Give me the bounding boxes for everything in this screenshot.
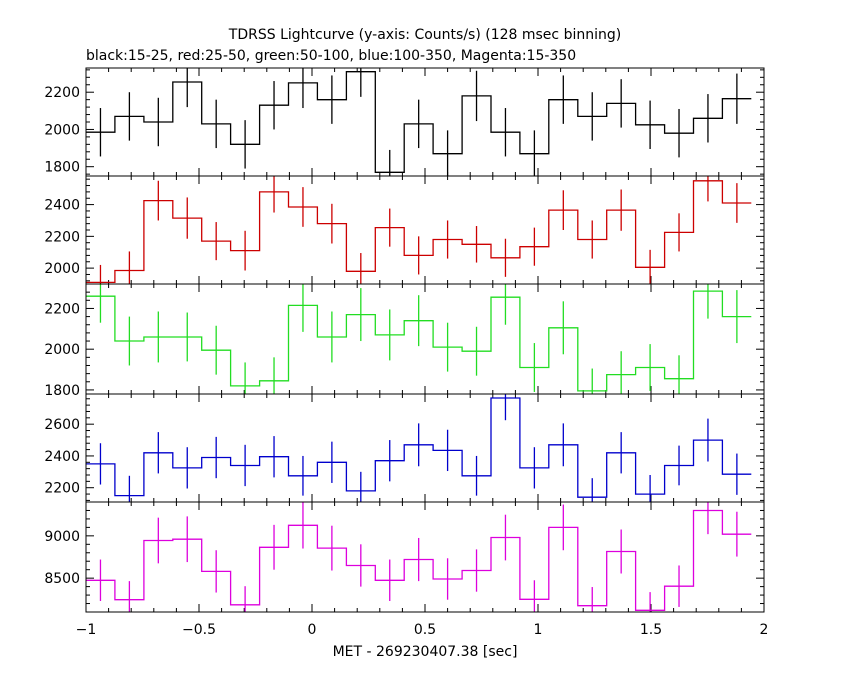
y-tick-label: 2000 xyxy=(44,342,80,358)
panel-2: 2000 2200 2400 xyxy=(44,175,765,285)
series-1-data xyxy=(86,68,752,176)
x-tick-label: 1 xyxy=(534,622,543,638)
y-tick-label: 2200 xyxy=(44,481,80,497)
y-tick-label: 9000 xyxy=(44,529,80,545)
y-tick-label: 2600 xyxy=(44,417,80,433)
y-tick-label: 2400 xyxy=(44,449,80,465)
panel-frame xyxy=(85,501,765,613)
y-tick-label: 2000 xyxy=(44,122,80,138)
x-tick-label: −0.5 xyxy=(182,622,216,638)
x-tick-label: 0 xyxy=(308,622,317,638)
series-2-data xyxy=(86,176,752,284)
series-5-data xyxy=(86,502,752,612)
x-axis-title: MET - 269230407.38 [sec] xyxy=(333,644,518,660)
chart-title: TDRSS Lightcurve (y-axis: Counts/s) (128… xyxy=(228,27,621,43)
x-tick-label: 1.5 xyxy=(640,622,662,638)
y-tick-label: 2200 xyxy=(44,301,80,317)
y-tick-label: 2000 xyxy=(44,261,80,277)
series-3-step-line xyxy=(86,290,752,392)
series-4-data xyxy=(86,394,752,502)
x-tick-label: 2 xyxy=(760,622,769,638)
panel-3: 1800 2000 2200 xyxy=(44,283,765,399)
panel-4: 2200 2400 2600 xyxy=(44,393,765,503)
y-tick-label: 1800 xyxy=(44,160,80,176)
panel-5: 8500 9000 xyxy=(44,501,765,613)
x-tick-label: −1 xyxy=(76,622,97,638)
panel-1: 1800 2000 2200 xyxy=(44,67,765,177)
y-tick-label: 1800 xyxy=(44,383,80,399)
series-3-data xyxy=(86,284,752,394)
chart-subtitle: black:15-25, red:25-50, green:50-100, bl… xyxy=(86,48,576,64)
y-tick-label: 2200 xyxy=(44,85,80,101)
x-tick-label: 0.5 xyxy=(414,622,436,638)
y-tick-label: 2200 xyxy=(44,229,80,245)
y-tick-label: 8500 xyxy=(44,571,80,587)
panels-group: 1800200022002000220024001800200022002200… xyxy=(44,67,769,638)
y-tick-label: 2400 xyxy=(44,198,80,214)
